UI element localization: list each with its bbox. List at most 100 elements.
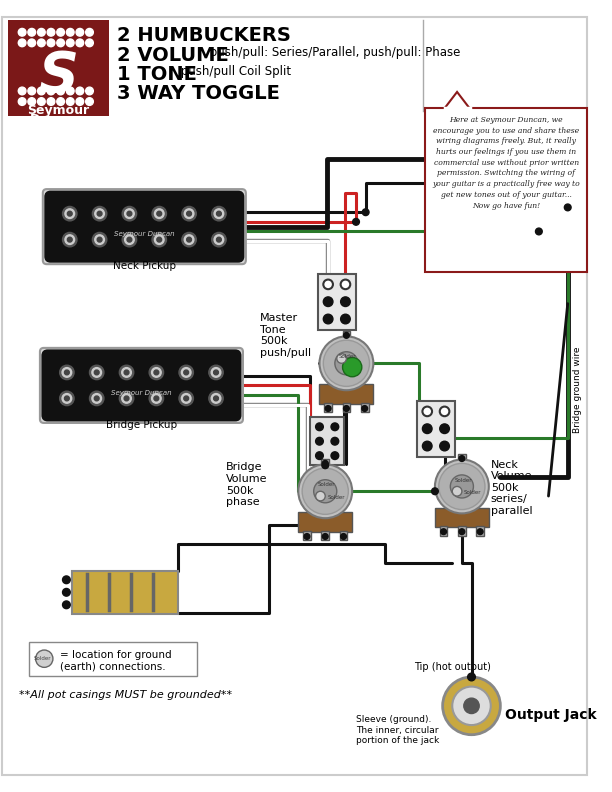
Circle shape bbox=[59, 391, 74, 406]
Circle shape bbox=[435, 459, 489, 513]
Text: Seymour Duncan: Seymour Duncan bbox=[111, 390, 172, 396]
Bar bbox=[324, 403, 332, 413]
Circle shape bbox=[119, 365, 134, 379]
Circle shape bbox=[182, 207, 196, 221]
Circle shape bbox=[468, 673, 476, 681]
Circle shape bbox=[343, 333, 349, 338]
Bar bbox=[458, 454, 466, 463]
Circle shape bbox=[18, 29, 26, 36]
Circle shape bbox=[62, 576, 70, 584]
Text: 3 WAY TOGGLE: 3 WAY TOGGLE bbox=[118, 84, 280, 103]
Circle shape bbox=[209, 391, 223, 406]
Circle shape bbox=[57, 39, 64, 47]
FancyBboxPatch shape bbox=[43, 189, 246, 265]
Circle shape bbox=[341, 534, 346, 539]
Circle shape bbox=[212, 207, 226, 221]
Circle shape bbox=[331, 451, 338, 459]
Circle shape bbox=[154, 234, 164, 245]
Circle shape bbox=[217, 238, 222, 242]
Bar bbox=[8, 20, 109, 116]
Circle shape bbox=[362, 406, 368, 411]
Text: Bridge
Volume
500k
phase: Bridge Volume 500k phase bbox=[226, 463, 267, 507]
Circle shape bbox=[341, 280, 350, 289]
Circle shape bbox=[47, 87, 55, 95]
Circle shape bbox=[127, 211, 132, 216]
Circle shape bbox=[152, 394, 161, 403]
Circle shape bbox=[67, 211, 72, 216]
Text: 2 HUMBUCKERS: 2 HUMBUCKERS bbox=[118, 26, 291, 45]
FancyBboxPatch shape bbox=[46, 192, 243, 261]
Circle shape bbox=[47, 39, 55, 47]
Circle shape bbox=[536, 228, 542, 234]
Circle shape bbox=[214, 234, 224, 245]
Text: Seymour: Seymour bbox=[27, 105, 89, 117]
Circle shape bbox=[28, 39, 35, 47]
Circle shape bbox=[184, 209, 194, 219]
Circle shape bbox=[440, 406, 449, 417]
Circle shape bbox=[97, 211, 102, 216]
Circle shape bbox=[304, 534, 310, 539]
Circle shape bbox=[343, 357, 362, 377]
Bar bbox=[310, 417, 345, 465]
Circle shape bbox=[66, 39, 74, 47]
Circle shape bbox=[157, 211, 162, 216]
Circle shape bbox=[459, 529, 465, 535]
Circle shape bbox=[353, 219, 359, 225]
Circle shape bbox=[152, 367, 161, 377]
Circle shape bbox=[152, 232, 166, 247]
Circle shape bbox=[57, 97, 64, 105]
Circle shape bbox=[319, 337, 373, 390]
Circle shape bbox=[464, 698, 479, 714]
Circle shape bbox=[37, 29, 45, 36]
Circle shape bbox=[440, 424, 449, 433]
Text: **All pot casings MUST be grounded**: **All pot casings MUST be grounded** bbox=[19, 691, 233, 700]
Circle shape bbox=[187, 238, 192, 242]
Circle shape bbox=[323, 314, 333, 324]
Circle shape bbox=[323, 341, 370, 386]
Bar bbox=[340, 531, 348, 540]
Circle shape bbox=[452, 486, 462, 496]
Circle shape bbox=[450, 475, 474, 498]
Text: Sleeve (ground).
The inner, circular
portion of the jack: Sleeve (ground). The inner, circular por… bbox=[356, 715, 439, 745]
Circle shape bbox=[331, 423, 338, 431]
Circle shape bbox=[422, 406, 432, 417]
Circle shape bbox=[441, 529, 447, 535]
Circle shape bbox=[92, 394, 102, 403]
Text: Master
Tone
500k
push/pull: Master Tone 500k push/pull bbox=[260, 314, 311, 358]
Circle shape bbox=[316, 451, 323, 459]
Circle shape bbox=[66, 87, 74, 95]
Circle shape bbox=[154, 209, 164, 219]
Circle shape bbox=[67, 238, 72, 242]
Text: push/pull: Series/Parallel, push/pull: Phase: push/pull: Series/Parallel, push/pull: P… bbox=[206, 46, 460, 59]
Circle shape bbox=[323, 280, 333, 289]
Bar bbox=[319, 384, 373, 404]
Text: Duncan.: Duncan. bbox=[29, 113, 87, 126]
Circle shape bbox=[184, 234, 194, 245]
Circle shape bbox=[422, 441, 432, 451]
Circle shape bbox=[35, 650, 53, 668]
Circle shape bbox=[86, 39, 94, 47]
Circle shape bbox=[442, 677, 501, 735]
Text: Solder: Solder bbox=[34, 657, 51, 661]
FancyBboxPatch shape bbox=[40, 348, 243, 423]
Circle shape bbox=[439, 463, 485, 509]
Circle shape bbox=[66, 97, 74, 105]
Circle shape bbox=[65, 209, 75, 219]
Text: Bridge ground wire: Bridge ground wire bbox=[573, 347, 583, 433]
Circle shape bbox=[316, 423, 323, 431]
Circle shape bbox=[125, 234, 134, 245]
Bar bbox=[458, 526, 466, 535]
Circle shape bbox=[94, 370, 99, 375]
Circle shape bbox=[62, 601, 70, 609]
Circle shape bbox=[452, 687, 491, 725]
Circle shape bbox=[152, 207, 166, 221]
Circle shape bbox=[323, 297, 333, 307]
Circle shape bbox=[92, 207, 107, 221]
Bar bbox=[343, 330, 350, 341]
Circle shape bbox=[337, 354, 346, 364]
Circle shape bbox=[122, 207, 136, 221]
Text: Solder: Solder bbox=[318, 482, 335, 487]
Circle shape bbox=[122, 394, 132, 403]
Circle shape bbox=[127, 238, 132, 242]
Bar bbox=[343, 403, 350, 413]
